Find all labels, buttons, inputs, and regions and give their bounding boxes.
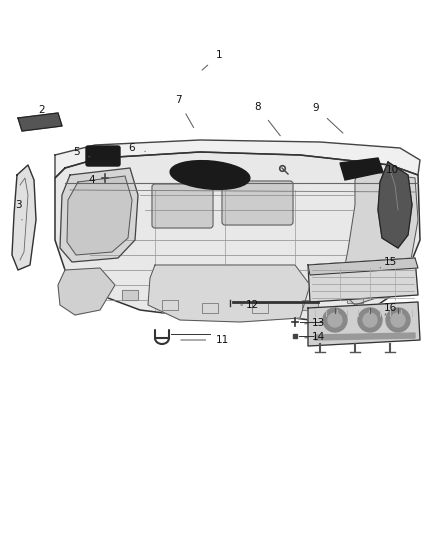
Bar	[202, 303, 218, 313]
Polygon shape	[315, 333, 415, 340]
Circle shape	[363, 313, 377, 327]
Text: 6: 6	[129, 143, 145, 153]
Text: 5: 5	[73, 147, 90, 157]
Polygon shape	[58, 268, 115, 315]
FancyBboxPatch shape	[222, 181, 293, 225]
Polygon shape	[55, 152, 420, 320]
Polygon shape	[55, 140, 420, 178]
Polygon shape	[340, 170, 418, 305]
Bar	[122, 290, 138, 300]
Bar	[252, 303, 268, 313]
Polygon shape	[308, 258, 418, 302]
Bar	[252, 303, 268, 313]
Polygon shape	[308, 258, 418, 275]
Text: 4: 4	[88, 175, 105, 185]
Text: 3: 3	[15, 200, 22, 220]
Bar	[202, 303, 218, 313]
Polygon shape	[148, 265, 310, 322]
Polygon shape	[12, 165, 36, 270]
Text: 15: 15	[380, 257, 397, 268]
FancyBboxPatch shape	[152, 184, 213, 228]
Text: 9: 9	[313, 103, 343, 133]
FancyBboxPatch shape	[86, 146, 120, 166]
Text: 16: 16	[383, 303, 397, 315]
Text: 2: 2	[39, 105, 55, 118]
Text: 7: 7	[175, 95, 194, 127]
Circle shape	[328, 313, 342, 327]
Text: 10: 10	[385, 165, 399, 185]
Ellipse shape	[170, 160, 250, 189]
Polygon shape	[308, 302, 420, 346]
Bar	[302, 300, 318, 310]
Text: 14: 14	[305, 332, 325, 342]
Polygon shape	[67, 176, 132, 255]
Text: 13: 13	[305, 318, 325, 328]
Circle shape	[358, 308, 382, 332]
Circle shape	[323, 308, 347, 332]
Circle shape	[386, 308, 410, 332]
Circle shape	[391, 313, 405, 327]
Text: 12: 12	[241, 300, 258, 310]
Text: 1: 1	[202, 50, 223, 70]
Bar	[302, 300, 318, 310]
Text: 8: 8	[254, 102, 280, 136]
Text: 11: 11	[181, 335, 229, 345]
Bar	[162, 300, 178, 310]
Bar	[347, 293, 363, 303]
Polygon shape	[340, 158, 383, 180]
Bar	[122, 290, 138, 300]
Polygon shape	[18, 113, 62, 131]
Polygon shape	[60, 168, 138, 262]
Polygon shape	[378, 162, 412, 248]
Bar	[162, 300, 178, 310]
Bar	[347, 293, 363, 303]
